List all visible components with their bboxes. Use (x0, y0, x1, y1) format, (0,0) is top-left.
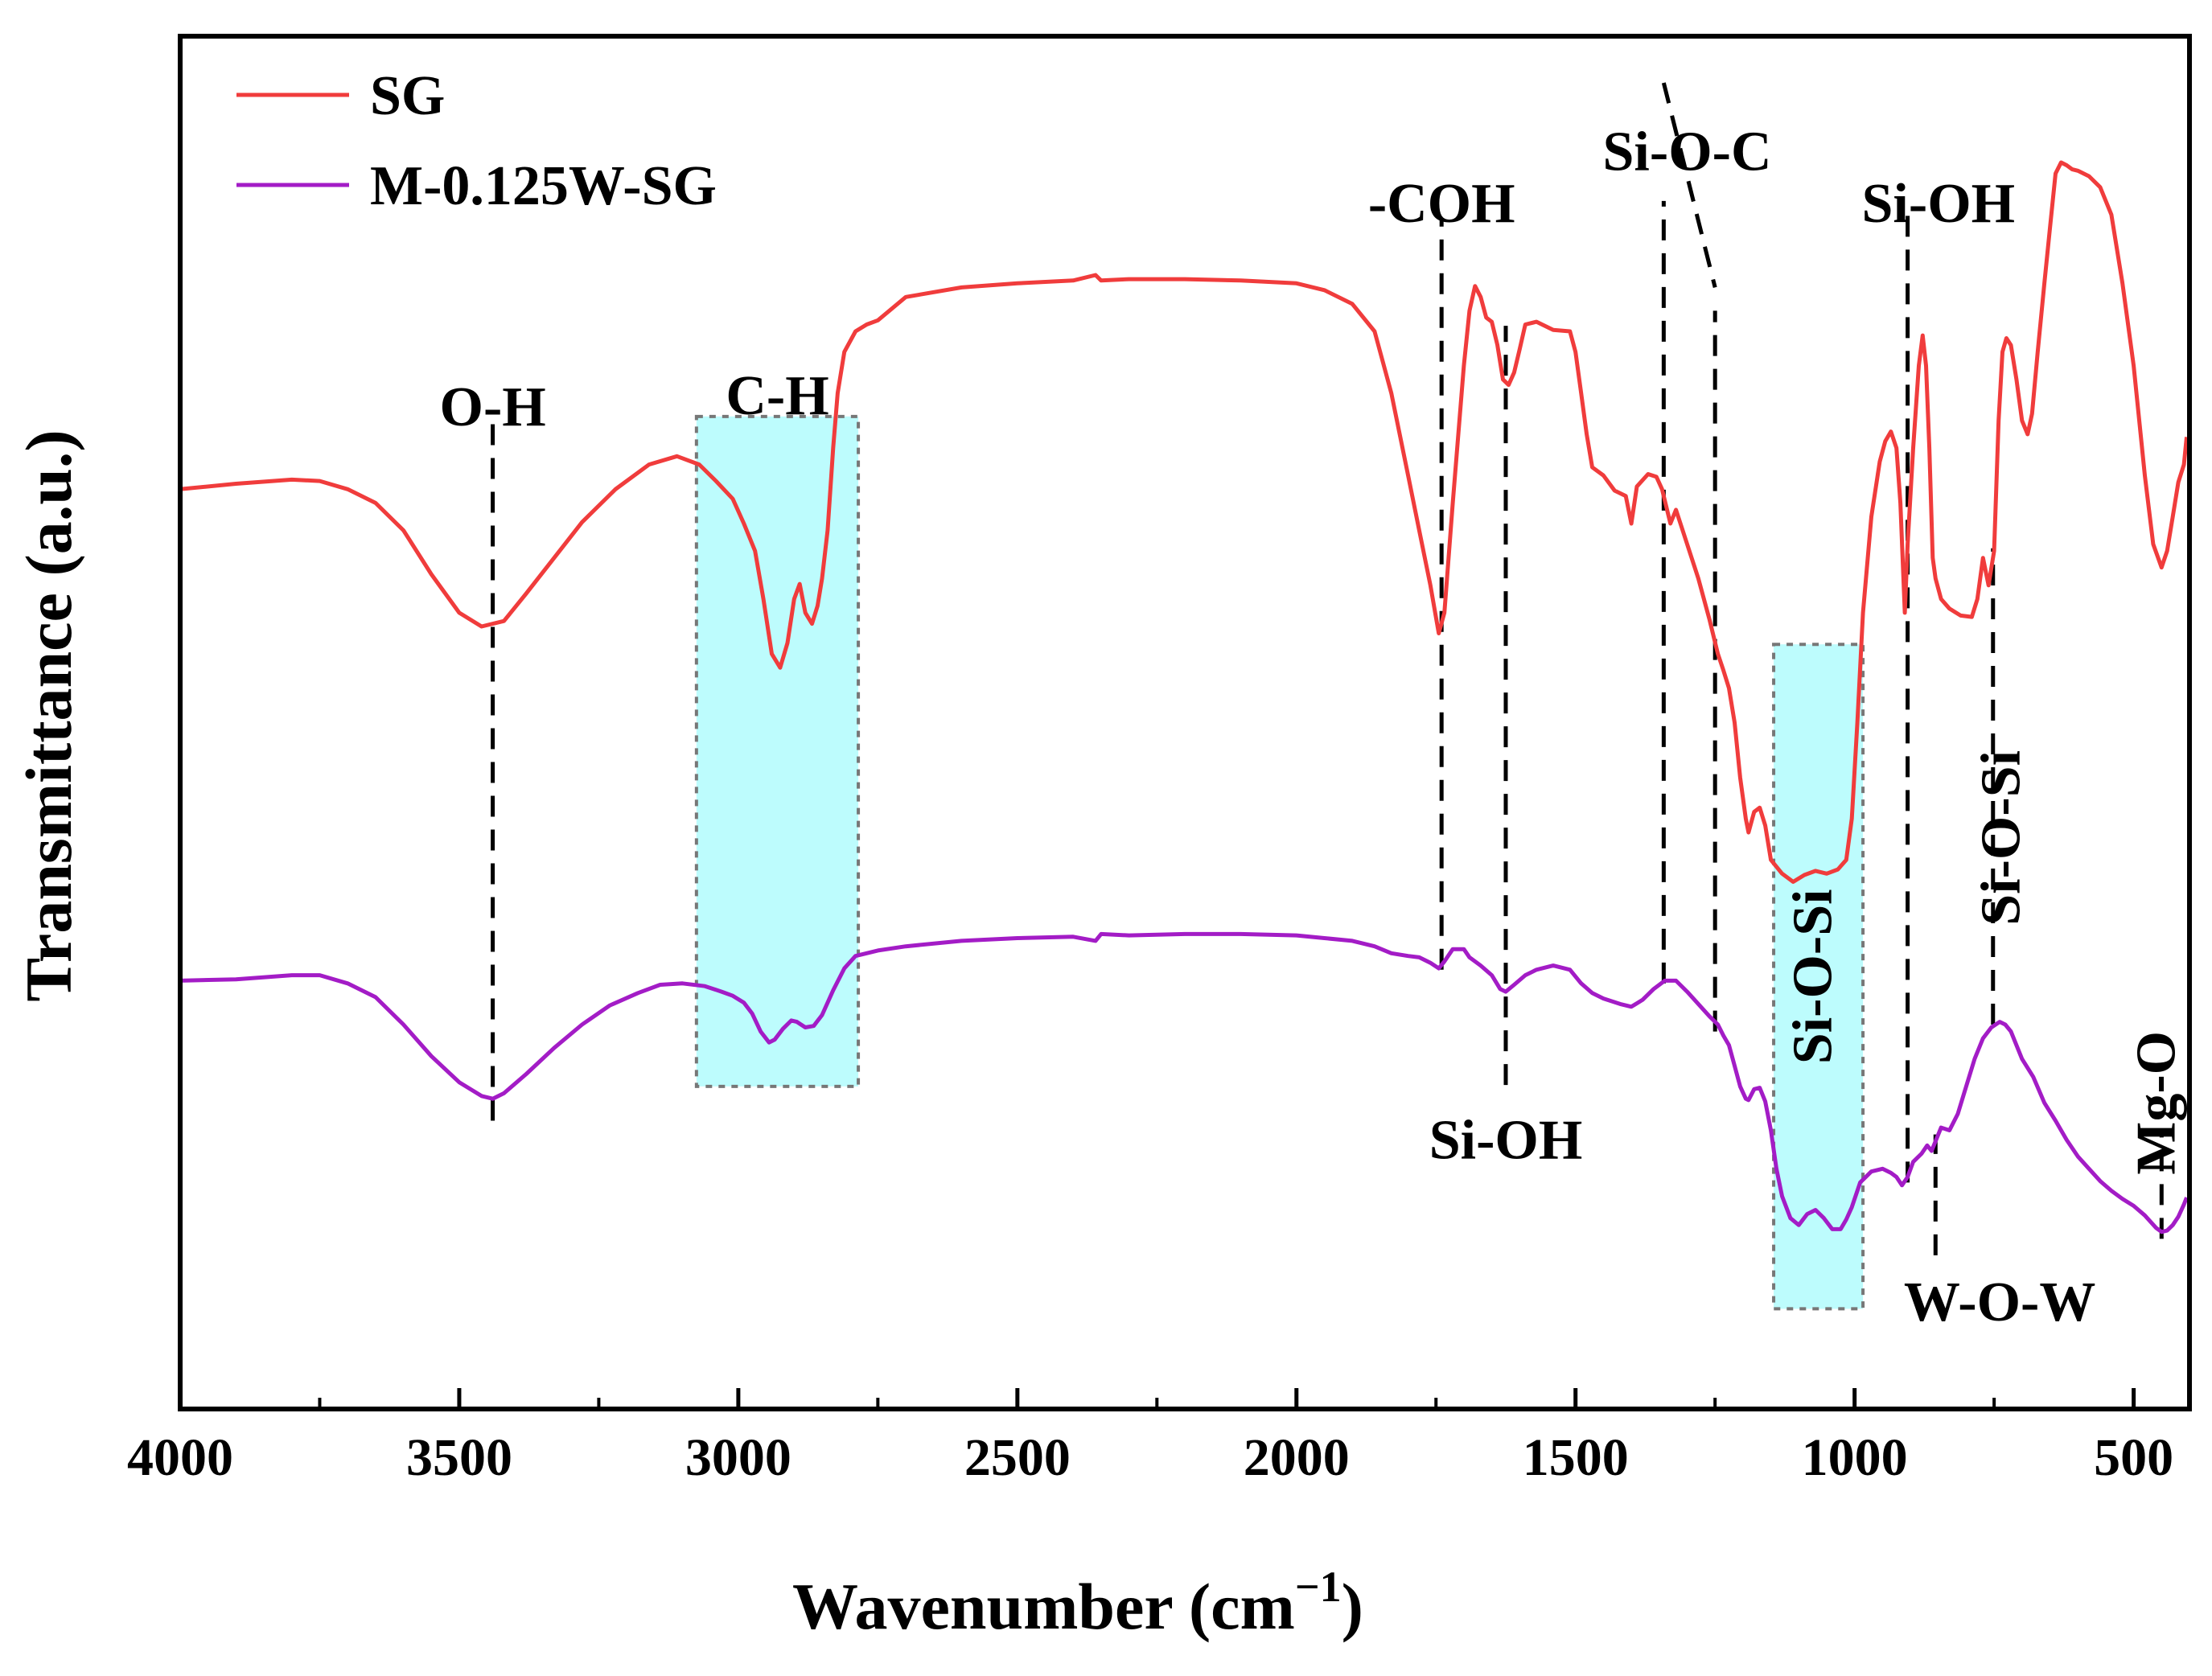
x-axis-title-close: ) (1342, 1570, 1363, 1643)
annotation-o-h-1: O-H (439, 376, 545, 438)
annotation-si-o-si-8: Si-O-Si (1782, 889, 1844, 1064)
highlight-region-1 (694, 414, 861, 1088)
x-tick-label-500: 500 (2094, 1428, 2173, 1487)
legend-label-sg: SG (370, 65, 445, 127)
series-line-m-0-125w-sg (179, 931, 2189, 1234)
legend: SG M-0.125W-SG (236, 65, 717, 217)
x-axis-title: Wavenumber (cm−1) (792, 1563, 1363, 1643)
x-tick-label-2000: 2000 (1244, 1428, 1350, 1487)
series-line-sg (179, 160, 2189, 884)
y-axis-title: Transmittance (a.u.) (12, 429, 85, 1001)
reference-lines (491, 82, 2164, 1255)
x-tick-label-1500: 1500 (1523, 1428, 1629, 1487)
annotation-si-o-c-4: Si-O-C (1603, 121, 1772, 183)
plot-frame (178, 34, 2192, 1411)
series-lines (179, 160, 2189, 1234)
annotation--coh-3: -COH (1368, 173, 1515, 235)
x-tick-label-2500: 2500 (964, 1428, 1071, 1487)
highlight-regions (694, 414, 1865, 1311)
peak-annotations: O-H C-H -COH Si-O-C Si-OH Si-OH W-O-W Si-O-Si Si… (439, 121, 2187, 1333)
legend-label-m-0-125w-sg: M-0.125W-SG (370, 155, 717, 217)
x-tick-label-4000: 4000 (127, 1428, 233, 1487)
x-tick-label-3000: 3000 (685, 1428, 791, 1487)
annotation-c-h-2: C-H (726, 365, 828, 427)
x-axis-title-text: Wavenumber (cm (792, 1570, 1295, 1643)
annotation-si-o-si-9: Si-O-Si (1970, 750, 2032, 926)
x-axis-tick-labels: 4000 3500 3000 2500 2000 1500 1000 500 (127, 1428, 2173, 1487)
annotation-w-o-w-7: W-O-W (1904, 1271, 2095, 1333)
annotation-mg-o-10: Mg-O (2125, 1031, 2187, 1175)
annotation-si-oh-5: Si-OH (1862, 173, 2016, 235)
annotation-si-oh-6: Si-OH (1429, 1109, 1583, 1171)
x-axis-ticks (178, 1388, 2136, 1409)
leader-line-1 (1661, 82, 1717, 288)
x-tick-label-3500: 3500 (406, 1428, 512, 1487)
x-tick-label-1000: 1000 (1802, 1428, 1908, 1487)
highlight-region-2 (1772, 643, 1865, 1311)
x-axis-title-superscript: −1 (1295, 1563, 1342, 1611)
